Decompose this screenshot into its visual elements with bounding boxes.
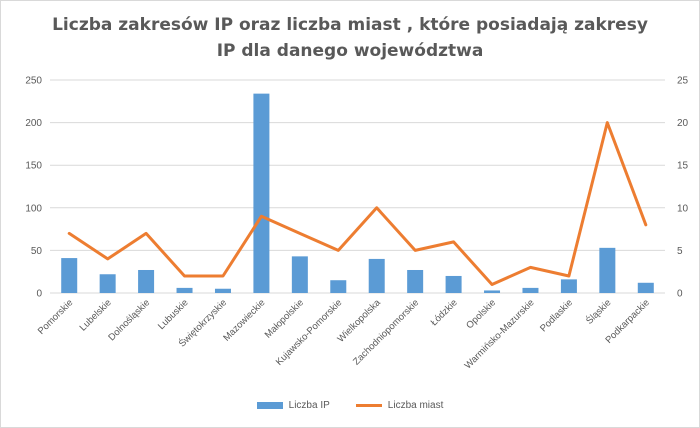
y-right-tick-label: 25 xyxy=(677,76,689,87)
bar xyxy=(484,290,501,293)
x-tick-label: Lubelskie xyxy=(78,297,114,333)
y-right-tick-label: 15 xyxy=(677,161,689,172)
chart-title: Liczba zakresów IP oraz liczba miast , k… xyxy=(0,12,700,64)
bar xyxy=(599,247,616,293)
bar xyxy=(368,258,385,293)
y-right-tick-label: 5 xyxy=(677,246,683,257)
legend-swatch-bar xyxy=(256,402,283,409)
bar xyxy=(330,280,347,293)
x-tick-label: Opolskie xyxy=(464,297,498,331)
bar xyxy=(253,93,270,294)
x-tick-label: Łódzkie xyxy=(429,297,460,328)
y-left-tick-label: 100 xyxy=(25,203,42,214)
y-left-tick-label: 250 xyxy=(25,76,42,87)
bar xyxy=(522,287,539,293)
x-tick-label: Śląskie xyxy=(583,297,613,327)
bar xyxy=(176,287,193,293)
y-right-tick-label: 10 xyxy=(677,203,689,214)
legend-label-cities: Liczba miast xyxy=(387,400,444,411)
x-tick-label: Kujawsko-Pomorskie xyxy=(274,297,345,368)
bar xyxy=(291,256,308,293)
legend-label-ip: Liczba IP xyxy=(288,400,330,411)
legend-item-cities: Liczba miast xyxy=(355,400,444,411)
y-left-tick-label: 200 xyxy=(25,118,42,129)
bar xyxy=(138,269,155,293)
y-left-tick-label: 150 xyxy=(25,161,42,172)
bar xyxy=(214,288,231,293)
bar xyxy=(61,258,78,293)
y-right-tick-label: 0 xyxy=(677,289,683,300)
x-tick-label: Zachodniopomorskie xyxy=(351,297,421,367)
legend-swatch-line xyxy=(355,404,382,407)
y-left-tick-label: 0 xyxy=(36,289,42,300)
chart-title-line-1: Liczba zakresów IP oraz liczba miast , k… xyxy=(52,15,648,35)
legend: Liczba IP Liczba miast xyxy=(0,400,700,411)
x-tick-label: Warmińsko-Mazurskie xyxy=(463,297,537,371)
y-left-tick-label: 50 xyxy=(31,246,43,257)
x-tick-label: Pomorskie xyxy=(36,297,76,337)
series-line xyxy=(67,121,648,286)
x-tick-label: Podlaskie xyxy=(538,297,575,334)
bar xyxy=(445,275,462,293)
bar xyxy=(560,279,577,293)
legend-item-ip: Liczba IP xyxy=(256,400,330,411)
y-right-tick-label: 20 xyxy=(677,118,689,129)
bar xyxy=(407,269,424,293)
x-tick-label: Lubuskie xyxy=(156,297,191,332)
bar xyxy=(637,282,654,293)
x-tick-label: Dolnośląskie xyxy=(106,297,152,343)
bar xyxy=(99,274,116,293)
chart-title-line-2: IP dla danego województwa xyxy=(216,41,484,61)
